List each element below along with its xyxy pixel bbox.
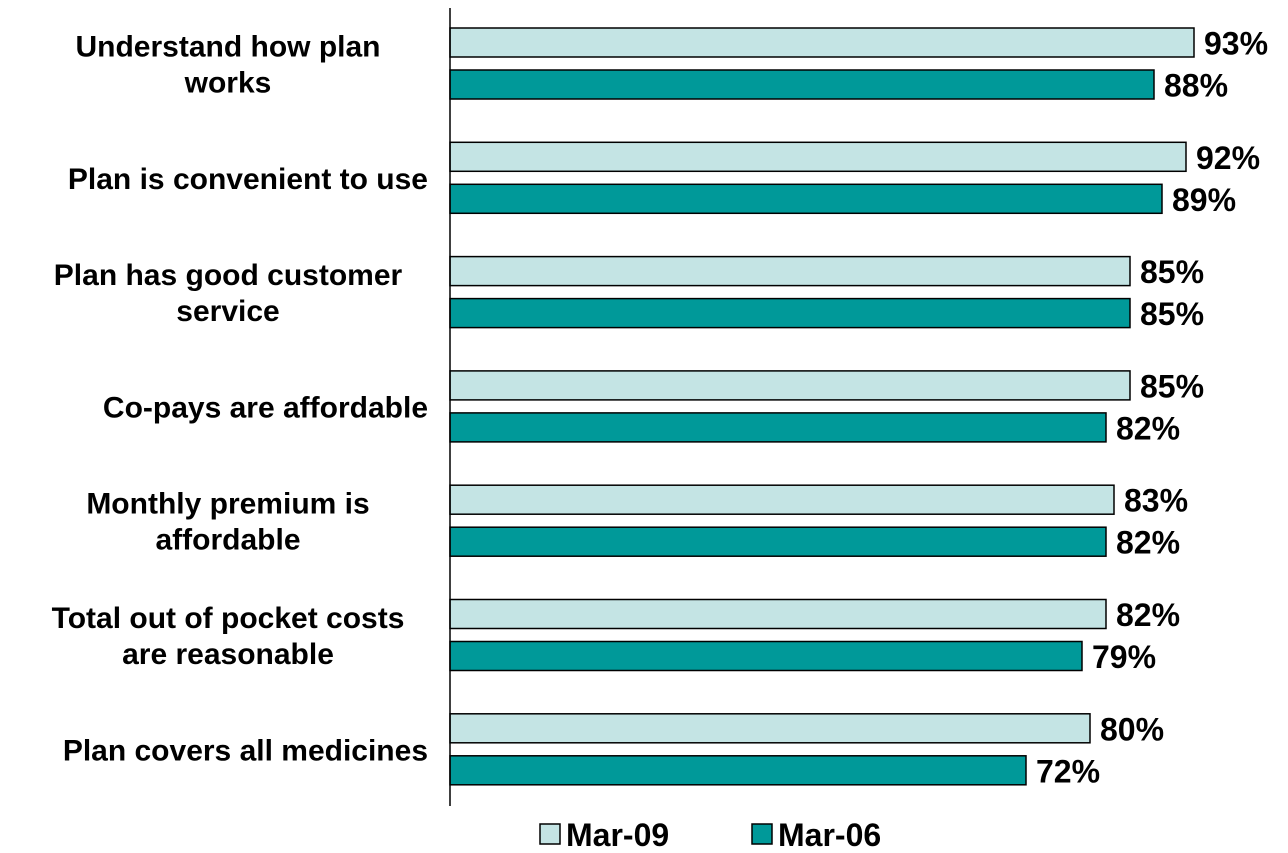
bar-mar-09-3 bbox=[449, 370, 1131, 401]
category-label-6-0: Plan covers all medicines bbox=[63, 734, 428, 767]
value-label-mar-06-5: 79% bbox=[1092, 639, 1156, 675]
bar-mar-06-4 bbox=[449, 526, 1107, 557]
category-label-2-1: service bbox=[176, 295, 279, 328]
value-label-mar-09-1: 92% bbox=[1196, 140, 1260, 176]
bar-mar-06-1 bbox=[449, 183, 1163, 215]
value-label-mar-06-6: 72% bbox=[1036, 753, 1100, 789]
category-label-1-0: Plan is convenient to use bbox=[68, 163, 428, 196]
category-label-0-0: Understand how plan bbox=[75, 31, 380, 64]
bar-mar-06-3 bbox=[449, 412, 1107, 443]
value-label-mar-09-6: 80% bbox=[1100, 711, 1164, 747]
value-label-mar-09-4: 83% bbox=[1124, 483, 1188, 519]
bar-mar-09-6 bbox=[449, 713, 1091, 744]
bar-mar-06-2 bbox=[449, 297, 1131, 329]
category-label-5-0: Total out of pocket costs bbox=[52, 602, 405, 635]
bar-mar-06-0 bbox=[449, 69, 1155, 100]
value-labels: 93% 88% 92% 89% 85% 85% 85% 82% 83% 82% 82% 79% 80%7… bbox=[1036, 26, 1268, 790]
category-label-0-1: works bbox=[184, 67, 272, 100]
bars-layer bbox=[449, 27, 1195, 786]
category-label-3-0: Co-pays are affordable bbox=[103, 391, 428, 424]
value-label-mar-06-2: 85% bbox=[1140, 296, 1204, 332]
value-label-mar-06-0: 88% bbox=[1164, 68, 1228, 104]
legend-swatch-mar-09 bbox=[539, 823, 561, 845]
category-label-4-0: Monthly premium is bbox=[86, 488, 369, 521]
legend-swatch-mar-06 bbox=[751, 823, 773, 845]
category-label-5-1: are reasonable bbox=[122, 638, 334, 671]
value-label-mar-06-3: 82% bbox=[1116, 410, 1180, 446]
value-label-mar-09-3: 85% bbox=[1140, 368, 1204, 404]
category-label-4-1: affordable bbox=[155, 524, 300, 557]
value-label-mar-09-5: 82% bbox=[1116, 597, 1180, 633]
legend: Mar-09 Mar-06 bbox=[539, 817, 881, 853]
category-label-2-0: Plan has good customer bbox=[54, 259, 403, 292]
bar-mar-09-0 bbox=[449, 27, 1195, 58]
legend-label-mar-06: Mar-06 bbox=[778, 817, 881, 853]
value-label-mar-09-2: 85% bbox=[1140, 254, 1204, 290]
legend-label-mar-09: Mar-09 bbox=[566, 817, 669, 853]
value-label-mar-09-0: 93% bbox=[1204, 26, 1268, 62]
value-label-mar-06-1: 89% bbox=[1172, 182, 1236, 218]
bar-mar-09-1 bbox=[449, 141, 1187, 173]
bar-mar-09-4 bbox=[449, 484, 1115, 515]
value-label-mar-06-4: 82% bbox=[1116, 525, 1180, 561]
bar-mar-09-5 bbox=[449, 598, 1107, 630]
bar-mar-09-2 bbox=[449, 255, 1131, 287]
bar-mar-06-5 bbox=[449, 640, 1083, 672]
bar-mar-06-6 bbox=[449, 755, 1027, 786]
